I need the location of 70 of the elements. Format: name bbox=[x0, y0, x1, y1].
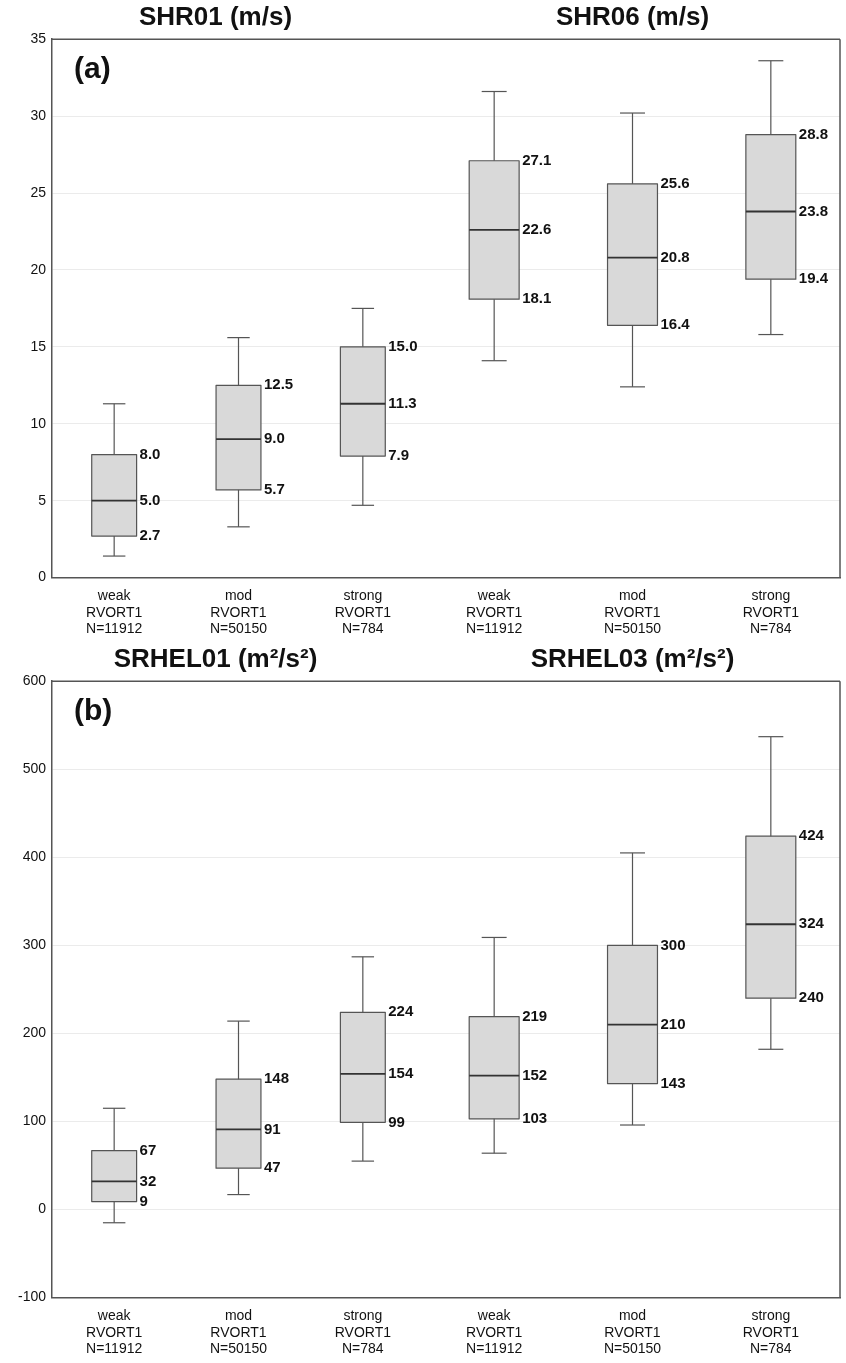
text: 324 bbox=[798, 914, 824, 932]
y-tick-label: 5 bbox=[38, 491, 47, 508]
text: 2.7 bbox=[139, 526, 161, 544]
text: 300 bbox=[660, 935, 686, 953]
text: 23.8 bbox=[798, 201, 829, 219]
text: 143 bbox=[660, 1073, 686, 1091]
x-tick-label: strong RVORT1 N=784 bbox=[334, 1306, 392, 1357]
y-tick-label: 0 bbox=[38, 568, 47, 585]
x-tick-label: strong RVORT1 N=784 bbox=[742, 586, 800, 637]
text: 7.9 bbox=[388, 446, 410, 464]
text: 11.3 bbox=[388, 393, 417, 411]
y-tick-label: 35 bbox=[30, 30, 47, 47]
x-tick-label: mod RVORT1 N=50150 bbox=[209, 1306, 268, 1357]
chart-title: SRHEL03 (m²/s²) bbox=[530, 642, 735, 673]
text: 5.0 bbox=[139, 490, 161, 508]
text: 32 bbox=[139, 1171, 157, 1189]
y-tick-label: 500 bbox=[22, 760, 47, 777]
x-tick-label: weak RVORT1 N=11912 bbox=[86, 586, 143, 637]
text: 67 bbox=[139, 1140, 157, 1158]
annotation: (b) bbox=[74, 693, 113, 727]
text: 16.4 bbox=[660, 315, 690, 333]
y-tick-label: 20 bbox=[30, 260, 47, 277]
x-tick-label: strong RVORT1 N=784 bbox=[334, 586, 392, 637]
y-tick-label: 100 bbox=[22, 1112, 47, 1129]
y-tick-label: 200 bbox=[22, 1024, 47, 1041]
text: 20.8 bbox=[660, 247, 690, 265]
text: 91 bbox=[263, 1119, 281, 1137]
text: 103 bbox=[522, 1108, 548, 1126]
y-tick-label: 600 bbox=[22, 672, 47, 689]
text: 12.5 bbox=[263, 375, 294, 393]
text: 15.0 bbox=[388, 337, 418, 354]
text: 25.6 bbox=[660, 173, 690, 191]
x-tick-label: mod RVORT1 N=50150 bbox=[603, 1306, 662, 1357]
x-tick-label: mod RVORT1 N=50150 bbox=[603, 586, 662, 637]
y-tick-label: 300 bbox=[22, 936, 47, 953]
text: 27.1 bbox=[522, 150, 552, 168]
text: 47 bbox=[263, 1158, 281, 1176]
text: 219 bbox=[522, 1006, 548, 1024]
text: 240 bbox=[798, 988, 824, 1006]
text: 19.4 bbox=[798, 269, 829, 287]
text: 9 bbox=[139, 1191, 148, 1209]
text: 154 bbox=[388, 1064, 414, 1082]
text: 9.0 bbox=[263, 429, 285, 447]
text: 224 bbox=[388, 1002, 414, 1020]
chart-title: SHR01 (m/s) bbox=[138, 0, 293, 31]
text: 148 bbox=[263, 1069, 289, 1087]
text: 8.0 bbox=[139, 444, 161, 462]
text: 5.7 bbox=[263, 480, 285, 498]
y-tick-label: 400 bbox=[22, 848, 47, 865]
x-tick-label: weak RVORT1 N=11912 bbox=[86, 1306, 143, 1357]
y-tick-label: 30 bbox=[30, 106, 47, 123]
text: 99 bbox=[388, 1112, 405, 1130]
x-tick-label: weak RVORT1 N=11912 bbox=[466, 586, 523, 637]
text: 18.1 bbox=[522, 289, 552, 307]
y-tick-label: 10 bbox=[30, 414, 47, 431]
y-tick-label: 15 bbox=[30, 337, 47, 354]
y-tick-label: 0 bbox=[38, 1200, 47, 1217]
annotation: (a) bbox=[74, 51, 111, 85]
chart-title: SHR06 (m/s) bbox=[555, 0, 710, 31]
text: 22.6 bbox=[522, 220, 552, 238]
text: 152 bbox=[522, 1065, 548, 1083]
text: 28.8 bbox=[798, 124, 829, 142]
x-tick-label: weak RVORT1 N=11912 bbox=[466, 1306, 523, 1357]
x-tick-label: strong RVORT1 N=784 bbox=[742, 1306, 800, 1357]
y-tick-label: -100 bbox=[17, 1288, 47, 1305]
x-tick-label: mod RVORT1 N=50150 bbox=[209, 586, 268, 637]
text: 424 bbox=[798, 826, 824, 844]
chart-title: SRHEL01 (m²/s²) bbox=[113, 642, 318, 673]
y-tick-label: 25 bbox=[30, 183, 47, 200]
text: 210 bbox=[660, 1014, 686, 1032]
